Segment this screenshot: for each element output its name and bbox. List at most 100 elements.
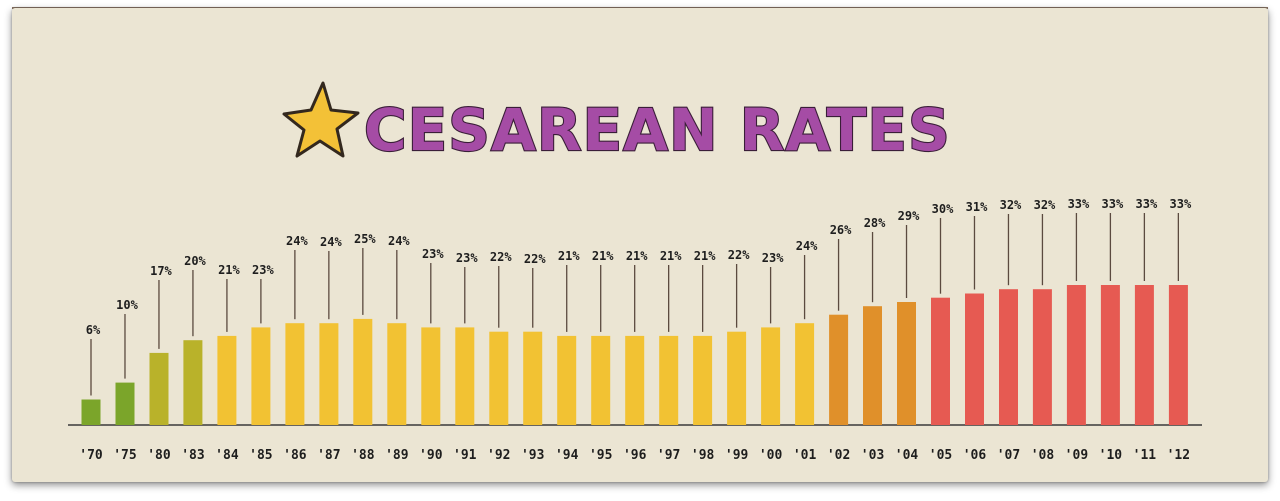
x-tick-label-25: '05 (929, 448, 952, 463)
x-tick-label-20: '00 (759, 448, 783, 463)
x-tick-label-8: '88 (351, 448, 375, 463)
bar-5 (251, 327, 271, 425)
data-label-12: 22% (490, 250, 512, 264)
bar-2 (149, 352, 169, 425)
bar-12 (489, 331, 509, 425)
data-label-27: 32% (1000, 198, 1022, 212)
bar-27 (999, 289, 1018, 425)
bar-10 (421, 327, 441, 425)
bar-0 (81, 399, 101, 425)
data-label-29: 33% (1068, 197, 1090, 211)
x-tick-label-12: '92 (487, 448, 510, 463)
x-tick-label-26: '06 (963, 448, 987, 463)
x-tick-label-2: '80 (147, 448, 171, 463)
x-tick-label-5: '85 (249, 448, 272, 463)
bar-26 (965, 293, 984, 425)
x-tick-label-23: '03 (861, 448, 884, 463)
bar-28 (1032, 289, 1052, 425)
bar-20 (761, 327, 781, 425)
data-label-20: 23% (762, 251, 784, 265)
data-label-30: 33% (1102, 197, 1124, 211)
x-tick-label-7: '87 (317, 448, 340, 463)
x-tick-label-19: '99 (725, 448, 748, 463)
chart-title: CESAREAN RATES (364, 96, 951, 164)
bar-3 (183, 340, 203, 425)
x-tick-label-18: '98 (691, 448, 715, 463)
data-label-7: 24% (320, 235, 342, 249)
data-label-22: 26% (830, 223, 852, 237)
x-tick-label-32: '12 (1167, 448, 1190, 463)
bar-14 (557, 335, 577, 425)
x-tick-label-3: '83 (181, 448, 204, 463)
bar-22 (829, 314, 849, 425)
data-label-6: 24% (286, 234, 308, 248)
data-label-1: 10% (116, 298, 138, 312)
bar-24 (897, 302, 916, 425)
data-label-18: 21% (694, 249, 716, 263)
data-label-26: 31% (966, 200, 988, 214)
bar-18 (693, 335, 713, 425)
data-label-31: 33% (1136, 197, 1158, 211)
x-tick-label-30: '10 (1099, 448, 1123, 463)
bar-25 (931, 297, 950, 425)
x-tick-label-14: '94 (555, 448, 579, 463)
data-label-14: 21% (558, 249, 580, 263)
data-label-32: 33% (1170, 197, 1192, 211)
bar-19 (727, 331, 747, 425)
data-label-17: 21% (660, 249, 682, 263)
bar-8 (353, 318, 373, 425)
data-label-4: 21% (218, 263, 240, 277)
x-tick-label-22: '02 (827, 448, 850, 463)
data-label-15: 21% (592, 249, 614, 263)
bar-30 (1100, 285, 1120, 425)
bar-17 (659, 335, 679, 425)
x-tick-label-24: '04 (895, 448, 919, 463)
x-tick-label-28: '08 (1031, 448, 1055, 463)
bar-13 (523, 331, 543, 425)
x-tick-label-0: '70 (79, 448, 103, 463)
data-label-2: 17% (150, 264, 172, 278)
x-tick-label-4: '84 (215, 448, 239, 463)
data-label-21: 24% (796, 239, 818, 253)
bar-15 (591, 335, 611, 425)
data-label-16: 21% (626, 249, 648, 263)
data-label-5: 23% (252, 263, 274, 277)
bar-4 (217, 335, 237, 425)
data-label-28: 32% (1034, 198, 1056, 212)
data-label-3: 20% (184, 254, 206, 268)
x-tick-label-31: '11 (1133, 448, 1157, 463)
x-tick-label-10: '90 (419, 448, 443, 463)
x-tick-label-27: '07 (997, 448, 1020, 463)
x-tick-label-11: '91 (453, 448, 477, 463)
data-label-10: 23% (422, 247, 444, 261)
x-tick-label-21: '01 (793, 448, 817, 463)
x-tick-label-9: '89 (385, 448, 408, 463)
data-label-8: 25% (354, 232, 376, 246)
x-tick-label-17: '97 (657, 448, 680, 463)
data-label-11: 23% (456, 251, 478, 265)
bar-11 (455, 327, 475, 425)
x-tick-label-1: '75 (113, 448, 136, 463)
bar-21 (795, 323, 815, 425)
data-label-0: 6% (86, 323, 101, 337)
data-label-13: 22% (524, 252, 546, 266)
bar-29 (1066, 285, 1086, 425)
bar-16 (625, 335, 645, 425)
bar-32 (1168, 285, 1188, 425)
x-tick-label-13: '93 (521, 448, 544, 463)
star-icon (282, 81, 360, 158)
x-tick-label-15: '95 (589, 448, 612, 463)
data-label-19: 22% (728, 248, 750, 262)
data-label-9: 24% (388, 234, 410, 248)
bar-6 (285, 323, 305, 425)
data-label-23: 28% (864, 216, 886, 230)
x-tick-label-16: '96 (623, 448, 647, 463)
x-tick-label-29: '09 (1065, 448, 1088, 463)
chart-marks: 6% '70 10% '75 17% '80 20% '83 21% '84 23% '85 24% '8… (79, 197, 1192, 463)
x-tick-label-6: '86 (283, 448, 307, 463)
bar-7 (319, 323, 339, 425)
bar-23 (863, 306, 882, 425)
data-label-24: 29% (898, 209, 920, 223)
bar-9 (387, 323, 407, 425)
